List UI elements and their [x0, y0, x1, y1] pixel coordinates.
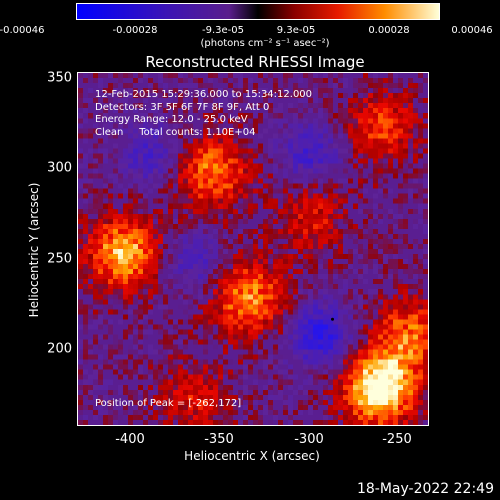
colorbar-tick: -0.00046 [0, 25, 45, 36]
x-tick-label: -300 [294, 432, 324, 447]
peak-position-label: Position of Peak = [-262,172] [95, 398, 242, 409]
x-tick-label: -350 [204, 432, 234, 447]
x-axis-label: Heliocentric X (arcsec) [184, 449, 320, 463]
annotation-time: 12-Feb-2015 15:29:36.000 to 15:34:12.000 [95, 89, 313, 100]
colorbar-tick: 0.00028 [368, 25, 410, 36]
datestamp: 18-May-2022 22:49 [356, 481, 494, 497]
colorbar-units: (photons cm⁻² s⁻¹ asec⁻²) [200, 38, 330, 49]
colorbar-gradient [77, 4, 439, 19]
y-axis-label: Heliocentric Y (arcsec) [27, 182, 41, 318]
colorbar-tick: -9.3e-05 [202, 25, 244, 36]
peak-marker [331, 317, 334, 321]
annotation-energy: Energy Range: 12.0 - 25.0 keV [95, 114, 248, 125]
y-tick-label: 300 [47, 160, 72, 176]
y-tick-label: 200 [47, 341, 72, 357]
x-tick-label: -250 [382, 432, 412, 447]
colorbar [76, 3, 440, 20]
colorbar-tick: -0.00028 [112, 25, 158, 36]
y-tick-label: 250 [47, 251, 72, 267]
colorbar-tick: 0.00046 [451, 25, 493, 36]
y-tick-label: 350 [47, 70, 72, 86]
plot-area: 12-Feb-2015 15:29:36.000 to 15:34:12.000… [77, 72, 429, 426]
annotation-method: Clean Total counts: 1.10E+04 [95, 126, 256, 138]
plot-title: Reconstructed RHESSI Image [145, 53, 365, 71]
colorbar-tick: 9.3e-05 [276, 25, 316, 36]
x-tick-label: -400 [115, 432, 145, 447]
heatmap-image [78, 73, 428, 425]
annotation-detectors: Detectors: 3F 5F 6F 7F 8F 9F, Att 0 [95, 101, 270, 113]
annotation-block: 12-Feb-2015 15:29:36.000 to 15:34:12.000… [95, 89, 312, 139]
